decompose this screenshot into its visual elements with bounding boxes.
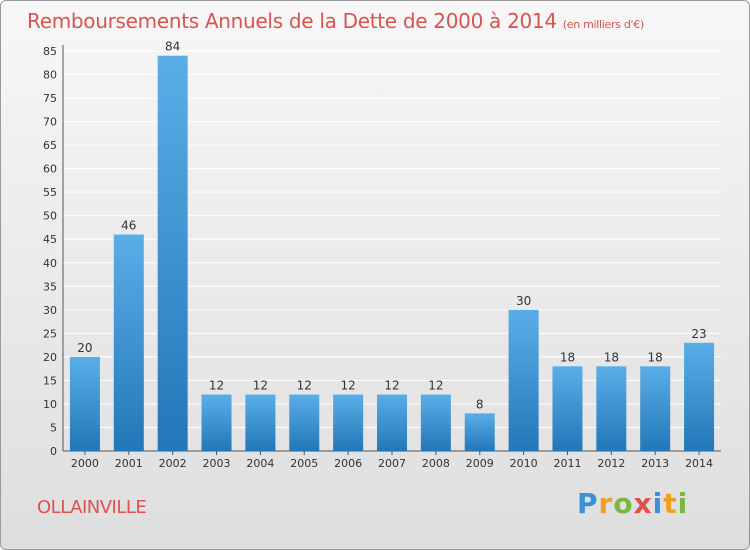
commune-name: OLLAINVILLE bbox=[37, 497, 147, 518]
y-tick-label: 10 bbox=[43, 398, 57, 411]
value-label: 18 bbox=[648, 350, 663, 364]
bar bbox=[289, 394, 320, 451]
value-label: 18 bbox=[560, 350, 575, 364]
y-tick-label: 80 bbox=[43, 69, 57, 82]
bar bbox=[113, 234, 144, 451]
bar bbox=[420, 394, 451, 451]
value-label: 46 bbox=[121, 219, 136, 233]
x-tick-label: 2013 bbox=[641, 457, 669, 470]
bar bbox=[640, 366, 671, 451]
y-tick-label: 40 bbox=[43, 257, 57, 270]
bar bbox=[245, 394, 276, 451]
x-tick-label: 2010 bbox=[510, 457, 538, 470]
x-tick-label: 2002 bbox=[159, 457, 187, 470]
value-label: 12 bbox=[209, 379, 224, 393]
y-tick-label: 65 bbox=[43, 139, 57, 152]
y-tick-label: 60 bbox=[43, 163, 57, 176]
y-tick-label: 5 bbox=[50, 421, 57, 434]
x-tick-label: 2008 bbox=[422, 457, 450, 470]
value-label: 30 bbox=[516, 294, 531, 308]
x-tick-label: 2004 bbox=[246, 457, 274, 470]
bar bbox=[552, 366, 583, 451]
y-tick-label: 15 bbox=[43, 374, 57, 387]
value-label: 12 bbox=[340, 379, 355, 393]
value-label: 23 bbox=[691, 327, 706, 341]
value-label: 12 bbox=[384, 379, 399, 393]
x-tick-label: 2001 bbox=[115, 457, 143, 470]
y-tick-label: 35 bbox=[43, 280, 57, 293]
x-tick-label: 2000 bbox=[71, 457, 99, 470]
value-label: 18 bbox=[604, 350, 619, 364]
x-tick-label: 2012 bbox=[597, 457, 625, 470]
bar bbox=[377, 394, 407, 451]
bar bbox=[508, 309, 539, 451]
bar bbox=[596, 366, 627, 451]
proxiti-logo: Proxiti bbox=[577, 487, 689, 520]
y-tick-label: 0 bbox=[50, 445, 57, 458]
x-tick-label: 2007 bbox=[378, 457, 406, 470]
x-tick-label: 2014 bbox=[685, 457, 713, 470]
y-tick-label: 70 bbox=[43, 116, 57, 129]
y-tick-label: 50 bbox=[43, 210, 57, 223]
bar bbox=[464, 413, 495, 451]
y-tick-label: 30 bbox=[43, 304, 57, 317]
bar bbox=[684, 342, 715, 451]
y-tick-label: 75 bbox=[43, 92, 57, 105]
bar bbox=[157, 55, 188, 452]
y-tick-label: 55 bbox=[43, 186, 57, 199]
x-tick-label: 2005 bbox=[290, 457, 318, 470]
x-tick-label: 2003 bbox=[203, 457, 231, 470]
y-tick-label: 20 bbox=[43, 351, 57, 364]
y-tick-label: 45 bbox=[43, 233, 57, 246]
bar bbox=[201, 394, 232, 451]
value-label: 84 bbox=[165, 40, 180, 54]
value-label: 12 bbox=[297, 379, 312, 393]
bar bbox=[69, 356, 100, 451]
value-label: 12 bbox=[428, 379, 443, 393]
y-tick-label: 85 bbox=[43, 45, 57, 58]
bar bbox=[333, 394, 364, 451]
chart-subtitle: (en milliers d'€) bbox=[562, 18, 644, 31]
value-label: 8 bbox=[476, 397, 484, 411]
y-tick-label: 25 bbox=[43, 327, 57, 340]
x-tick-label: 2006 bbox=[334, 457, 362, 470]
value-label: 20 bbox=[77, 341, 92, 355]
chart-title: Remboursements Annuels de la Dette de 20… bbox=[27, 9, 644, 33]
x-tick-label: 2009 bbox=[466, 457, 494, 470]
x-tick-label: 2011 bbox=[553, 457, 581, 470]
value-label: 12 bbox=[253, 379, 268, 393]
